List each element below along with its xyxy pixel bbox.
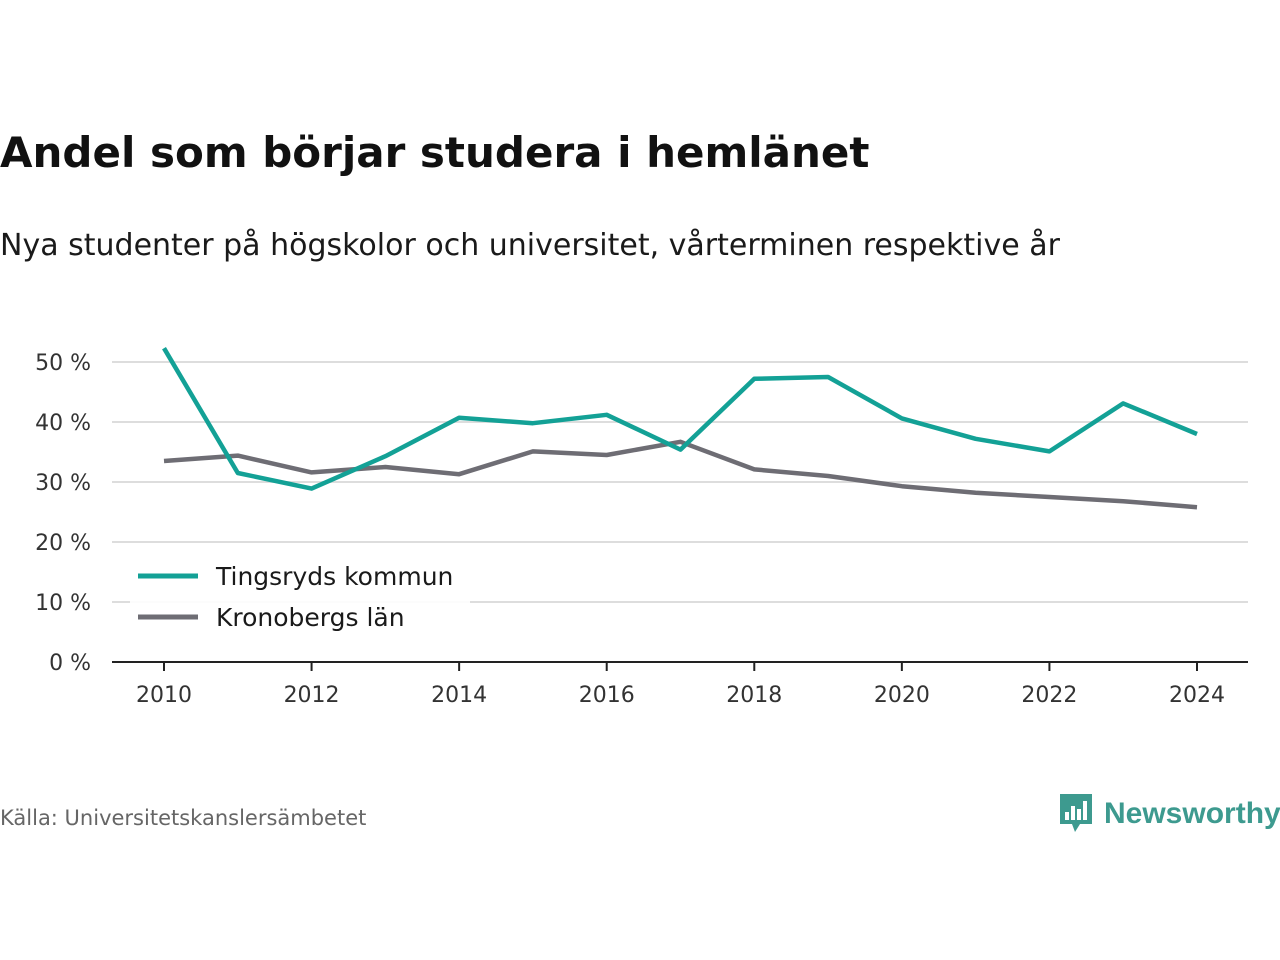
x-tick-label: 2014 — [431, 683, 487, 708]
legend-label: Tingsryds kommun — [215, 562, 453, 591]
legend: Tingsryds kommun Kronobergs län — [130, 552, 470, 642]
legend-label: Kronobergs län — [216, 603, 405, 632]
x-tick-label: 2010 — [136, 683, 192, 708]
y-tick-label: 40 % — [35, 411, 91, 436]
y-axis-ticks: 0 % 10 % 20 % 30 % 40 % 50 % — [35, 351, 91, 676]
y-tick-label: 0 % — [49, 651, 91, 676]
y-tick-label: 30 % — [35, 471, 91, 496]
brand-name: Newsworthy — [1104, 797, 1280, 830]
bar-chart-icon — [1060, 794, 1092, 832]
x-tick-label: 2018 — [726, 683, 782, 708]
series-line-0 — [162, 347, 1198, 491]
x-tick-label: 2020 — [874, 683, 930, 708]
legend-box — [130, 552, 470, 642]
brand-logo: Newsworthy — [1058, 792, 1280, 836]
series-line-1 — [163, 439, 1198, 510]
y-tick-label: 50 % — [35, 351, 91, 376]
chart-title: Andel som börjar studera i hemlänet — [0, 128, 870, 177]
y-tick-label: 10 % — [35, 591, 91, 616]
series-lines — [162, 347, 1198, 510]
source-note: Källa: Universitetskanslersämbetet — [0, 806, 367, 830]
x-tick-label: 2012 — [284, 683, 340, 708]
y-tick-label: 20 % — [35, 531, 91, 556]
x-tick-label: 2016 — [579, 683, 635, 708]
chart-subtitle: Nya studenter på högskolor och universit… — [0, 228, 1060, 263]
x-tick-label: 2022 — [1021, 683, 1077, 708]
x-axis-ticks: 2010 2012 2014 2016 2018 2020 2022 2024 — [136, 662, 1225, 708]
x-tick-label: 2024 — [1169, 683, 1225, 708]
